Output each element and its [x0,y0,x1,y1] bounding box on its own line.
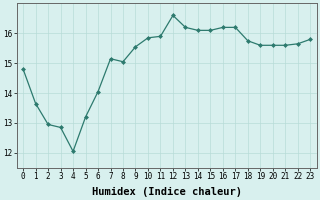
X-axis label: Humidex (Indice chaleur): Humidex (Indice chaleur) [92,186,242,197]
